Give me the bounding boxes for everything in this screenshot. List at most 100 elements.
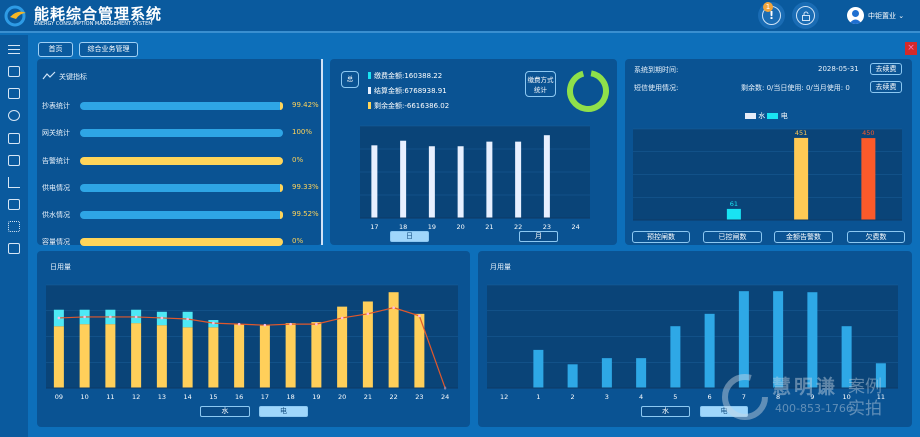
tab-water[interactable]: 水	[641, 406, 690, 417]
payment-icon[interactable]	[8, 110, 20, 121]
total-bubble: 总	[341, 71, 359, 88]
bar	[875, 363, 886, 388]
tab-day[interactable]: 日	[390, 231, 429, 242]
x-tick-label: 6	[708, 393, 712, 401]
bar	[773, 291, 784, 388]
tab-electric[interactable]: 电	[700, 406, 748, 417]
legend-text: 结算金额:6768938.91	[374, 87, 447, 95]
pre-control-button[interactable]: 预控闸数	[632, 231, 690, 243]
user-menu[interactable]: 中钜置业 ⌄	[868, 12, 905, 20]
indicator-value: 99.52%	[292, 210, 319, 218]
x-tick-label: 12	[132, 393, 140, 401]
breadcrumb-home[interactable]: 首页	[38, 42, 73, 57]
indicator-progress-tip	[280, 102, 283, 110]
renew-button[interactable]: 去续费	[870, 63, 902, 75]
line-point	[315, 322, 318, 326]
indicator-progress	[80, 102, 283, 110]
indicator-progress-tip	[280, 211, 283, 219]
x-tick-label: 4	[639, 393, 643, 401]
line-point	[340, 316, 344, 320]
watermark-tag: 案例	[848, 377, 882, 397]
scrollbar[interactable]	[321, 59, 323, 245]
monitor-icon[interactable]	[8, 133, 20, 144]
sms-renew-button[interactable]: 去续费	[870, 81, 902, 93]
x-tick-label: 11	[106, 393, 114, 401]
legend-swatch	[368, 72, 371, 79]
avatar[interactable]	[847, 7, 864, 24]
tab-water[interactable]: 水	[200, 406, 250, 417]
bar-电	[311, 322, 322, 388]
daily-chart: 09 10 11 12 13 14 15 16 17 18 19 20 21 22 23 24	[46, 284, 458, 401]
alert-button[interactable]: !	[758, 2, 785, 29]
payment-svg: 17 18 19 20 21 22 23 24	[360, 125, 590, 231]
monthly-chart: 12 1 2 3 4 5 6 7 8 9 10 11	[487, 284, 898, 401]
legend-swatch	[368, 102, 371, 109]
alarm-chart: 61 451 450	[633, 128, 902, 221]
legend-swatch	[745, 113, 756, 119]
x-tick-label: 11	[877, 393, 885, 401]
bar	[567, 364, 578, 388]
apps-icon[interactable]	[8, 221, 20, 232]
daily-title: 日用量	[50, 263, 71, 271]
folder-icon[interactable]	[8, 88, 20, 99]
legend-paid: 缴费金额:160388.22	[368, 71, 442, 81]
x-tick-label: 20	[338, 393, 346, 401]
x-tick-label: 21	[485, 223, 493, 231]
x-tick-label: 15	[209, 393, 217, 401]
payment-method-donut	[567, 70, 609, 112]
bar	[533, 349, 544, 388]
indicator-value: 0%	[292, 156, 304, 164]
bar-电	[53, 326, 64, 388]
line-point	[392, 306, 395, 309]
line-chart-icon[interactable]	[8, 177, 20, 188]
watermark-logo	[722, 374, 768, 420]
controlled-button[interactable]: 已控闸数	[703, 231, 762, 243]
bar-电	[131, 323, 142, 388]
x-tick-label: 18	[399, 223, 407, 231]
data-label: 61	[730, 200, 738, 208]
lock-icon	[796, 6, 815, 25]
watermark-tag: 实拍	[848, 399, 882, 419]
x-tick-label: 2	[571, 393, 575, 401]
line-point	[212, 321, 215, 325]
monthly-title: 月用量	[490, 263, 511, 271]
amount-alarm-button[interactable]: 金额告警数	[774, 231, 833, 243]
x-tick-label: 7	[742, 393, 746, 401]
lock-button[interactable]	[792, 2, 819, 29]
line-point	[289, 322, 292, 326]
legend-text: 水	[758, 112, 766, 120]
settings-doc-icon[interactable]	[8, 199, 20, 210]
line-point	[134, 315, 138, 319]
arrears-button[interactable]: 欠费数	[847, 231, 905, 243]
indicator-value: 99.33%	[292, 183, 319, 191]
bar	[726, 208, 741, 220]
bar-电	[337, 306, 348, 388]
indicator-progress	[80, 129, 283, 137]
bar-电	[414, 313, 425, 388]
x-tick-label: 10	[80, 393, 88, 401]
close-icon[interactable]: ×	[905, 42, 917, 55]
line-point	[263, 323, 267, 327]
indicator-label: 网关统计	[42, 129, 70, 137]
bar	[400, 140, 407, 218]
indicator-progress	[80, 238, 283, 246]
x-tick-label: 8	[776, 393, 780, 401]
data-label: 450	[862, 129, 874, 137]
legend-text: 电	[780, 112, 788, 120]
breadcrumb-business[interactable]: 综合业务管理	[79, 42, 138, 57]
x-tick-label: 17	[261, 393, 269, 401]
indicators-title: 关键指标	[59, 73, 87, 81]
x-tick-label: 22	[389, 393, 397, 401]
line-point	[83, 315, 86, 319]
dashboard-icon[interactable]	[8, 66, 20, 77]
alarms-svg: 61 451 450	[633, 128, 902, 221]
tab-month[interactable]: 月	[519, 231, 558, 242]
menu-icon[interactable]	[8, 45, 20, 54]
download-icon[interactable]	[8, 155, 20, 166]
x-tick-label: 24	[441, 393, 449, 401]
tab-electric[interactable]: 电	[259, 406, 308, 417]
x-tick-label: 13	[158, 393, 166, 401]
x-tick-label: 09	[55, 393, 63, 401]
report-icon[interactable]	[8, 243, 20, 254]
bar	[486, 141, 493, 218]
